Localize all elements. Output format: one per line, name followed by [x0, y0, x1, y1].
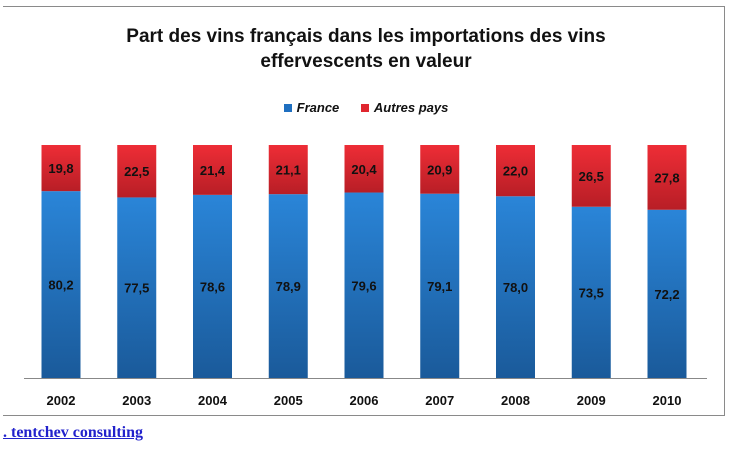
data-label-france-2006: 79,6 — [351, 278, 376, 293]
data-label-autres-pays-2002: 19,8 — [48, 161, 73, 176]
legend-item-autres-pays: Autres pays — [360, 100, 449, 115]
data-label-autres-pays-2003: 22,5 — [124, 164, 149, 179]
x-tick-label-2005: 2005 — [274, 393, 303, 408]
bar-autres-pays-2002 — [41, 145, 81, 192]
bar-france-2003 — [117, 197, 157, 378]
bar-france-2002 — [41, 191, 81, 378]
data-label-france-2003: 77,5 — [124, 281, 149, 296]
bar-autres-pays-2008 — [496, 145, 535, 197]
x-tick-label-2009: 2009 — [577, 393, 606, 408]
x-tick-label-2004: 2004 — [198, 393, 228, 408]
bar-autres-pays-2006 — [344, 145, 384, 193]
x-tick-label-2003: 2003 — [122, 393, 151, 408]
bar-france-2007 — [420, 193, 460, 378]
data-label-france-2002: 80,2 — [48, 278, 73, 293]
data-label-france-2007: 79,1 — [427, 279, 452, 294]
data-label-autres-pays-2009: 26,5 — [579, 169, 604, 184]
bar-autres-pays-2005 — [268, 145, 308, 195]
chart-title-line-2: effervescents en valeur — [260, 51, 472, 72]
bar-autres-pays-2009 — [571, 145, 611, 207]
bar-france-2009 — [571, 206, 611, 378]
data-label-france-2009: 73,5 — [579, 285, 604, 300]
data-label-france-2005: 78,9 — [276, 279, 301, 294]
legend-swatch-france — [283, 104, 292, 112]
x-tick-label-2010: 2010 — [653, 393, 682, 408]
chart-title-line-1: Part des vins français dans les importat… — [126, 26, 606, 47]
data-label-autres-pays-2010: 27,8 — [654, 170, 679, 185]
x-tick-label-2006: 2006 — [350, 393, 379, 408]
bar-autres-pays-2010 — [647, 145, 687, 210]
chart-title: Part des vins français dans les importat… — [0, 24, 732, 74]
data-label-autres-pays-2005: 21,1 — [276, 163, 301, 178]
legend-item-france: France — [283, 100, 340, 115]
data-label-autres-pays-2007: 20,9 — [427, 162, 452, 177]
bar-autres-pays-2007 — [420, 145, 460, 194]
tentchev-consulting-link[interactable]: . tentchev consulting — [3, 424, 143, 441]
x-tick-label-2008: 2008 — [501, 393, 530, 408]
x-tick-label-2007: 2007 — [425, 393, 454, 408]
chart-frame — [3, 6, 725, 416]
data-label-autres-pays-2004: 21,4 — [200, 163, 226, 178]
legend-swatch-autres-pays — [360, 104, 369, 112]
legend-label-france: France — [296, 100, 340, 115]
bar-autres-pays-2003 — [117, 145, 157, 198]
data-label-france-2004: 78,6 — [200, 279, 225, 294]
bar-france-2005 — [268, 194, 308, 378]
data-label-autres-pays-2006: 20,4 — [351, 162, 377, 177]
x-tick-label-2002: 2002 — [47, 393, 76, 408]
bar-france-2010 — [647, 209, 687, 378]
data-label-france-2008: 78,0 — [503, 280, 528, 295]
bar-france-2004 — [193, 194, 232, 378]
legend-label-autres-pays: Autres pays — [373, 100, 449, 115]
data-label-france-2010: 72,2 — [654, 287, 679, 302]
bar-france-2006 — [344, 192, 384, 378]
data-label-autres-pays-2008: 22,0 — [503, 164, 528, 179]
bar-autres-pays-2004 — [193, 145, 232, 195]
bar-france-2008 — [496, 196, 535, 378]
legend: France Autres pays — [0, 100, 732, 115]
